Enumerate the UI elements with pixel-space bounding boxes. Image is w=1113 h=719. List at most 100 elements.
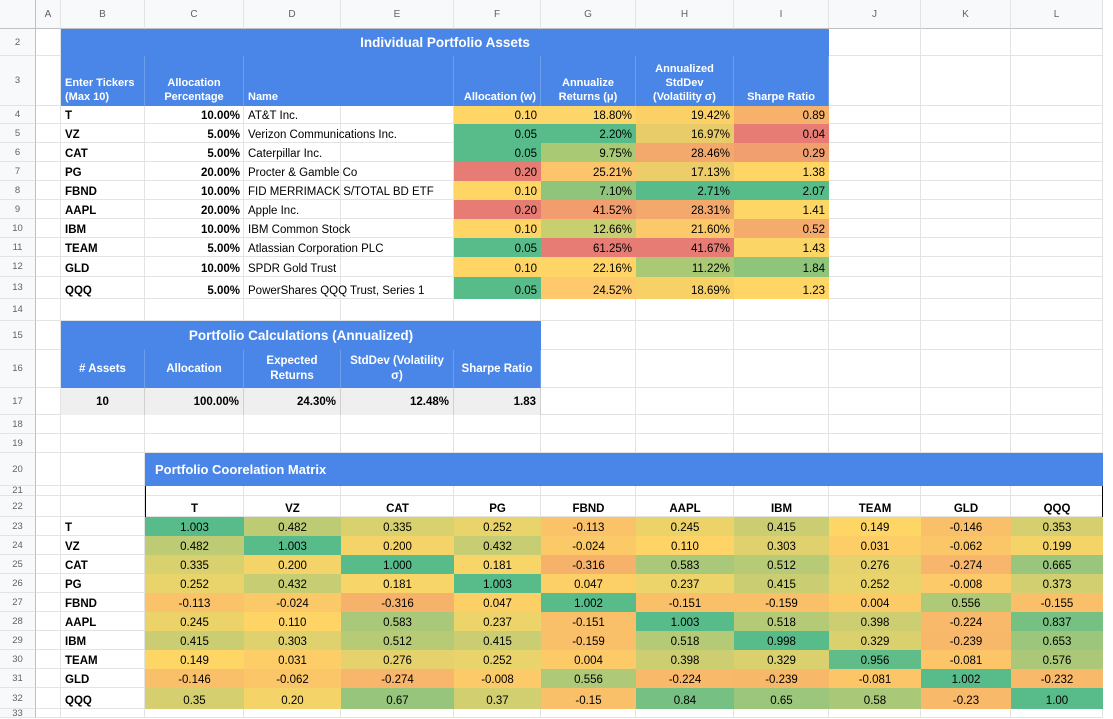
grid-cell[interactable] [1011, 56, 1103, 106]
grid-cell[interactable] [829, 219, 921, 238]
row-header-7[interactable]: 7 [0, 162, 36, 181]
row-header-4[interactable]: 4 [0, 106, 36, 124]
grid-cell[interactable] [1011, 238, 1103, 257]
grid-cell[interactable] [61, 143, 145, 162]
grid-cell[interactable] [36, 517, 61, 536]
grid-cell[interactable] [244, 162, 341, 181]
asset-name-cell[interactable]: Verizon Communications Inc. [248, 129, 397, 141]
returns-cell[interactable]: 9.75% [541, 143, 636, 162]
grid-cell[interactable] [1011, 277, 1103, 299]
matrix-cell[interactable]: 0.335 [145, 555, 244, 574]
returns-cell[interactable]: 41.52% [541, 200, 636, 219]
matrix-cell[interactable]: 0.276 [829, 555, 921, 574]
portfolio-value-sharpe[interactable]: 1.83 [454, 388, 541, 415]
grid-cell[interactable] [341, 124, 454, 143]
grid-cell[interactable] [244, 219, 341, 238]
matrix-cell[interactable]: 0.398 [829, 612, 921, 631]
grid-cell[interactable] [541, 415, 636, 434]
grid-cell[interactable] [341, 415, 454, 434]
matrix-cell[interactable]: 1.002 [541, 593, 636, 612]
sharpe-cell[interactable]: 0.52 [734, 219, 829, 238]
grid-cell[interactable] [145, 257, 244, 277]
grid-cell[interactable] [36, 162, 61, 181]
matrix-cell[interactable]: 0.149 [829, 517, 921, 536]
matrix-cell[interactable]: 0.031 [244, 650, 341, 669]
grid-cell[interactable] [1011, 124, 1103, 143]
allocation-percent-cell[interactable]: 10.00% [200, 110, 240, 122]
row-header-21[interactable]: 21 [0, 485, 36, 496]
allocation-w-cell[interactable]: 0.10 [454, 106, 541, 124]
grid-cell[interactable] [829, 496, 921, 517]
matrix-cell[interactable]: -0.008 [921, 574, 1011, 593]
grid-cell[interactable] [145, 299, 244, 321]
grid-cell[interactable] [36, 453, 61, 486]
grid-cell[interactable] [36, 434, 61, 453]
asset-name-cell[interactable]: Caterpillar Inc. [248, 148, 323, 160]
grid-cell[interactable] [341, 434, 454, 453]
matrix-cell[interactable]: 1.003 [454, 574, 541, 593]
grid-cell[interactable] [829, 257, 921, 277]
row-header-9[interactable]: 9 [0, 200, 36, 219]
matrix-cell[interactable]: 0.837 [1011, 612, 1103, 631]
grid-cell[interactable] [36, 257, 61, 277]
allocation-w-cell[interactable]: 0.05 [454, 124, 541, 143]
matrix-cell[interactable]: 0.84 [636, 688, 734, 709]
matrix-cell[interactable]: 0.556 [921, 593, 1011, 612]
matrix-cell[interactable]: -0.008 [454, 669, 541, 688]
grid-cell[interactable] [341, 257, 454, 277]
grid-cell[interactable] [1011, 29, 1103, 56]
matrix-cell[interactable]: 0.199 [1011, 536, 1103, 555]
ticker-cell[interactable]: PG [65, 167, 82, 179]
grid-cell[interactable] [1011, 143, 1103, 162]
grid-cell[interactable] [921, 181, 1011, 200]
grid-cell[interactable] [341, 709, 454, 718]
sharpe-cell[interactable]: 1.38 [734, 162, 829, 181]
grid-cell[interactable] [1011, 162, 1103, 181]
allocation-percent-cell[interactable]: 5.00% [207, 148, 240, 160]
grid-cell[interactable] [61, 200, 145, 219]
grid-cell[interactable] [244, 415, 341, 434]
returns-cell[interactable]: 12.66% [541, 219, 636, 238]
allocation-w-cell[interactable]: 0.10 [454, 219, 541, 238]
grid-cell[interactable] [829, 388, 921, 415]
grid-cell[interactable] [1011, 486, 1103, 496]
row-header-10[interactable]: 10 [0, 219, 36, 238]
matrix-cell[interactable]: 0.276 [341, 650, 454, 669]
grid-cell[interactable] [921, 277, 1011, 299]
grid-cell[interactable] [341, 162, 454, 181]
row-header-33[interactable]: 33 [0, 708, 36, 719]
matrix-cell[interactable]: 0.482 [244, 517, 341, 536]
stddev-cell[interactable]: 21.60% [636, 219, 734, 238]
asset-name-cell[interactable]: Procter & Gamble Co [248, 167, 358, 179]
matrix-cell[interactable]: 0.998 [734, 631, 829, 650]
grid-cell[interactable] [829, 56, 921, 106]
grid-cell[interactable] [1011, 200, 1103, 219]
portfolio-value-stddev[interactable]: 12.48% [341, 388, 454, 415]
grid-cell[interactable] [36, 536, 61, 555]
matrix-cell[interactable]: 0.37 [454, 688, 541, 709]
sharpe-cell[interactable]: 1.23 [734, 277, 829, 299]
row-header-19[interactable]: 19 [0, 434, 36, 453]
grid-cell[interactable] [734, 486, 829, 496]
grid-cell[interactable] [921, 219, 1011, 238]
grid-cell[interactable] [921, 709, 1011, 718]
matrix-cell[interactable]: 0.149 [145, 650, 244, 669]
matrix-cell[interactable]: 1.003 [145, 517, 244, 536]
matrix-cell[interactable]: 0.245 [636, 517, 734, 536]
grid-cell[interactable] [921, 200, 1011, 219]
matrix-cell[interactable]: 1.003 [244, 536, 341, 555]
grid-cell[interactable] [454, 299, 541, 321]
matrix-cell[interactable]: 0.373 [1011, 574, 1103, 593]
matrix-cell[interactable]: -0.151 [541, 612, 636, 631]
row-header-5[interactable]: 5 [0, 124, 36, 143]
grid-cell[interactable] [636, 496, 734, 517]
grid-cell[interactable] [829, 162, 921, 181]
sharpe-cell[interactable]: 1.41 [734, 200, 829, 219]
matrix-cell[interactable]: -0.146 [145, 669, 244, 688]
sharpe-cell[interactable]: 0.29 [734, 143, 829, 162]
matrix-cell[interactable]: 0.335 [341, 517, 454, 536]
grid-cell[interactable] [921, 162, 1011, 181]
row-header-3[interactable]: 3 [0, 56, 36, 106]
grid-cell[interactable] [145, 143, 244, 162]
ticker-cell[interactable]: FBND [65, 186, 97, 198]
